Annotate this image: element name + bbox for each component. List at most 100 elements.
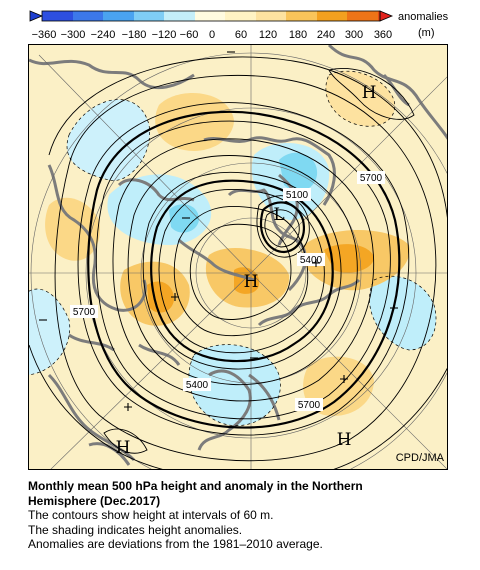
contour-value: 5700 (360, 173, 383, 184)
high-pressure-label: H (116, 438, 131, 458)
high-pressure-label: H (337, 430, 352, 450)
caption-line: The shading indicates height anomalies. (28, 522, 243, 537)
meridian (50, 272, 252, 469)
colorbar-seg (103, 11, 134, 21)
high-pressure-label: H (362, 83, 377, 103)
contour-label-box: 5700 (357, 171, 385, 184)
low-pressure-label: L (273, 205, 284, 225)
colorbar-tick: −360 (32, 29, 57, 41)
coastline (197, 369, 252, 451)
contour-line (29, 344, 164, 469)
colorbar-seg (164, 11, 195, 21)
dashed-contour (29, 288, 71, 375)
coastline (29, 58, 195, 90)
positive-anomaly-area (155, 93, 234, 151)
credit-label: CPD/JMA (395, 452, 444, 464)
contour-label-box: 5400 (297, 253, 325, 266)
contour-label-box: 5700 (70, 305, 98, 318)
plus-marker (312, 259, 320, 267)
height-contours (29, 56, 447, 469)
coastline (257, 278, 361, 327)
colorbar-tick: −240 (91, 29, 116, 41)
negative-anomaly-area (29, 289, 70, 375)
negative-anomaly-area (67, 99, 150, 181)
dashed-contour (325, 70, 396, 127)
colorbar-seg (195, 11, 225, 21)
contour-5100 (260, 201, 305, 254)
strong-positive-anomaly (324, 244, 374, 273)
dashed-contour (188, 344, 281, 426)
contour-5400 (150, 179, 334, 363)
colorbar-tick: 120 (259, 29, 277, 41)
colorbar-tick: −300 (61, 29, 86, 41)
strong-positive-anomaly (234, 267, 260, 294)
contour-value: 5400 (186, 380, 209, 391)
contour-line (48, 56, 447, 220)
colorbar-tick: −60 (180, 29, 199, 41)
contour-line (328, 68, 415, 120)
coastline (203, 136, 336, 206)
contour-line (95, 120, 391, 420)
contour-line (127, 155, 358, 386)
colorbar-arrow-left (29, 10, 44, 22)
contour-line (264, 209, 300, 248)
coastline (117, 178, 195, 202)
caption: Monthly mean 500 hPa height and anomaly … (28, 479, 468, 552)
colorbar-seg (286, 11, 317, 21)
map-frame: 5700 5100 5400 5700 5400 5700 H H H H L (28, 44, 448, 470)
colorbar-tick: 360 (374, 29, 392, 41)
colorbar-label: anomalies (398, 11, 449, 23)
colorbar-seg (42, 11, 73, 21)
contour-5700 (87, 110, 401, 429)
contour-value: 5700 (73, 307, 96, 318)
colorbar-seg (73, 11, 103, 21)
colorbar-seg (256, 11, 286, 21)
meridian (38, 54, 252, 274)
contour-line (112, 138, 374, 402)
colorbar-tick: −180 (122, 29, 147, 41)
colorbar-seg (378, 11, 380, 21)
anomaly-colorbar: −360 −300 −240 −180 −120 −60 0 60 120 18… (29, 10, 449, 41)
colorbar-ticks: −360 −300 −240 −180 −120 −60 0 60 120 18… (32, 29, 393, 41)
contour-line (54, 75, 437, 462)
lat-lon-grid (29, 45, 447, 469)
coastline (68, 333, 115, 352)
negative-anomaly-area (369, 276, 437, 350)
meridian (250, 76, 447, 274)
colorbar-tick: 240 (317, 29, 335, 41)
bold-contours (87, 110, 401, 429)
colorbar-tick: 180 (289, 29, 307, 41)
colorbar-unit: (m) (418, 27, 435, 39)
contour-line (189, 223, 292, 320)
plus-marker (340, 375, 348, 383)
colorbar-seg (317, 11, 347, 21)
contour-value: 5400 (300, 255, 323, 266)
colorbar-tick: 300 (345, 29, 363, 41)
pressure-centers: H H H H L (116, 83, 377, 458)
anomaly-markers (39, 51, 398, 411)
colorbar-seg (347, 11, 378, 21)
contour-line (142, 171, 342, 370)
plus-marker (171, 293, 179, 301)
caption-line: The contours show height at intervals of… (28, 508, 274, 522)
contour-label-box: 5100 (283, 188, 311, 201)
colorbar-border (41, 10, 381, 22)
negative-anomaly-area (188, 344, 281, 426)
plus-marker (124, 403, 132, 411)
positive-anomaly-area (45, 197, 100, 261)
dashed-contour (369, 275, 437, 351)
colorbar-tick: 60 (235, 29, 247, 41)
contour-value: 5100 (286, 190, 309, 201)
contour-label-box: 5400 (183, 378, 211, 391)
dashed-contour (66, 99, 150, 181)
caption-title-line2: Hemisphere (Dec.2017) (28, 493, 161, 508)
contour-line (333, 367, 447, 469)
contour-line (173, 205, 309, 337)
colorbar-seg (225, 11, 256, 21)
coastline (248, 373, 281, 421)
contour-label-box: 5700 (295, 398, 323, 411)
polar-stereographic-map: 5700 5100 5400 5700 5400 5700 H H H H L (29, 45, 447, 469)
anomaly-zero-contours (29, 70, 437, 426)
coastline (177, 238, 255, 282)
contour-value: 5700 (298, 400, 321, 411)
